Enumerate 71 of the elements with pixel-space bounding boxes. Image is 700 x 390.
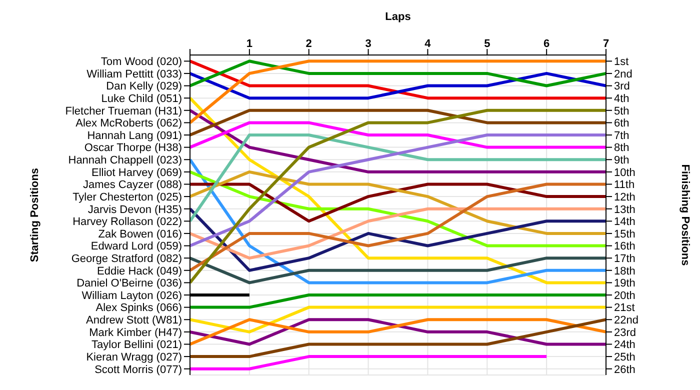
line-series [190,182,606,272]
y2-tick-label: 26th [614,364,636,376]
y2-tick-label: 23rd [614,326,636,339]
y2-tick-label: 19th [614,278,636,290]
category-label: Edward Lord (059) [90,240,182,253]
y2-axis-title: Finishing Positions [679,164,692,266]
y2-tick-label: 7th [614,130,630,142]
text: Starting Positions [28,168,41,262]
category-label: George Stratford (082) [71,252,182,265]
x-tick-label: 5 [484,38,490,50]
category-label: Kieran Wragg (027) [86,351,182,364]
y2-tick-label: 15th [614,228,636,240]
y2-tick-label: 18th [614,265,636,278]
category-label: James Cayzer (088) [82,179,182,192]
y2-tick-label: 8th [614,142,630,154]
category-label: Jarvis Devon (H35) [88,204,182,216]
y2-tick-label: 6th [614,118,630,130]
y2-tick-label: 20th [614,290,636,302]
y2-tick-label: 16th [614,240,636,253]
category-label: William Pettitt (033) [86,68,182,80]
category-label: Andrew Stott (W81) [86,314,182,327]
category-label: Hannah Chappell (023) [68,154,182,167]
category-label: Fletcher Trueman (H31) [65,105,182,118]
x-tick-label: 7 [602,38,610,50]
line-series [190,108,606,174]
y2-tick-label: 13th [614,204,636,216]
y2-tick-label: 25th [614,351,636,364]
line-series [190,170,606,235]
line-series [190,158,606,284]
category-label: Alex Spinks (066) [96,302,182,314]
category-label: William Layton (026) [82,290,182,302]
y2-tick-label: 3rd [614,80,630,93]
line-series [190,134,606,223]
category-label: Dan Kelly (029) [106,80,182,93]
x-tick-label: 1 [246,38,252,50]
category-label: Zak Bowen (016) [98,228,182,240]
y2-tick-label: 12th [614,191,636,204]
category-label: Eddie Hack (049) [97,265,182,278]
line-series [190,134,606,248]
x-tick-label: 6 [544,38,550,50]
category-label: Taylor Bellini (021) [92,339,182,352]
line-series [190,207,606,260]
y2-tick-label: 2nd [614,68,632,80]
category-label: Tom Wood (020) [100,56,182,68]
category-label: Daniel O'Beirne (036) [76,278,182,290]
category-label: Tyler Chesterton (025) [72,191,182,204]
y2-tick-label: 24th [614,339,636,352]
y2-tick-label: 17th [614,252,636,265]
y2-tick-label: 1st [614,56,629,68]
y2-tick-label: 10th [614,166,636,179]
y2-tick-label: 22nd [614,314,638,327]
category-label: Oscar Thorpe (H38) [84,142,182,154]
category-label: Hannah Lang (091) [87,130,182,142]
y2-tick-label: 21st [614,302,635,314]
category-label: Elliot Harvey (069) [92,166,182,179]
category-label: Mark Kimber (H47) [89,326,182,339]
category-label: Luke Child (051) [101,92,182,105]
line-series [190,207,606,272]
y2-tick-label: 11th [614,179,635,192]
category-label: Scott Morris (077) [94,364,182,376]
x-tick-label: 2 [306,38,312,50]
y2-tick-label: 4th [614,92,630,105]
x-axis-title: Laps [385,10,411,23]
x-tick-label: 3 [365,38,372,50]
x-tick-label: 4 [424,38,432,50]
category-label: Alex McRoberts (062) [76,118,182,130]
y2-tick-label: 14th [614,216,636,228]
category-label: Harvey Rollason (022) [72,216,182,228]
y2-tick-label: 5th [614,105,630,118]
y2-tick-label: 9th [614,154,630,167]
line-series [190,318,606,358]
